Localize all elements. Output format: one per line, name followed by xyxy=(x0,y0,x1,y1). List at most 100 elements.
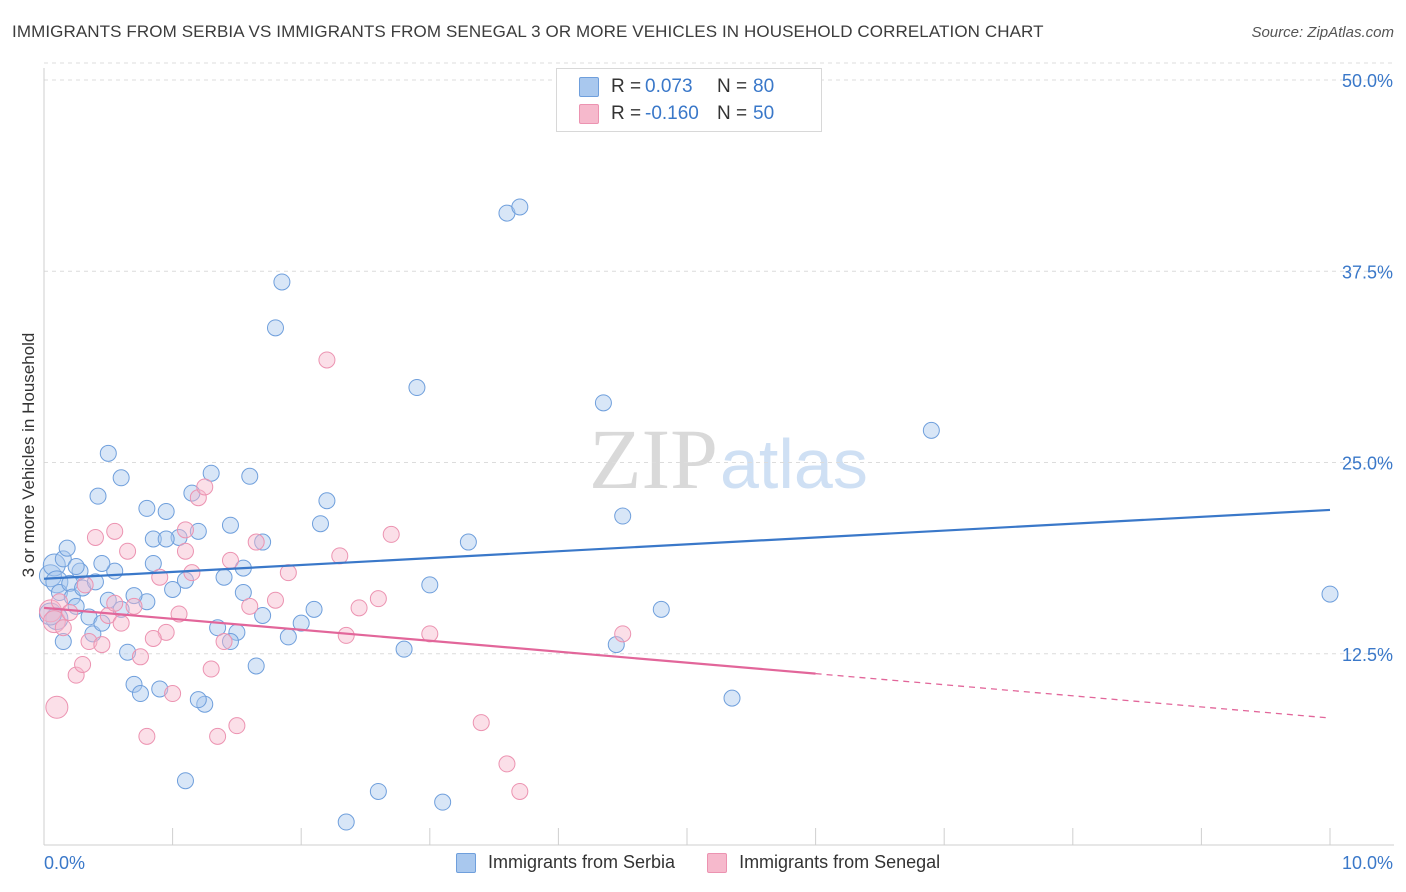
senegal-point xyxy=(382,525,400,543)
watermark-zip: ZIP xyxy=(589,411,718,507)
n-label: N = xyxy=(717,76,748,97)
serbia-point xyxy=(266,319,284,337)
serbia-point xyxy=(311,515,329,533)
senegal-point xyxy=(144,629,162,647)
r-value: 0.073 xyxy=(645,76,693,97)
senegal-point xyxy=(67,666,85,684)
correlation-legend: R = 0.073 N = 80 R = -0.160 N = 50 xyxy=(556,68,822,132)
serbia-point xyxy=(189,691,207,709)
senegal-point xyxy=(45,695,69,719)
serbia-point xyxy=(421,576,439,594)
serbia-point xyxy=(164,580,182,598)
serbia-point xyxy=(254,533,272,551)
senegal-point xyxy=(350,599,368,617)
senegal-point xyxy=(106,594,124,612)
legend-label-serbia: Immigrants from Serbia xyxy=(488,852,676,872)
scatter-points xyxy=(38,198,1339,831)
senegal-point xyxy=(61,603,79,621)
y-tick-label: 37.5% xyxy=(1342,262,1393,282)
senegal-trend-line xyxy=(43,606,816,675)
senegal-swatch xyxy=(707,852,728,873)
serbia-point xyxy=(215,568,233,586)
chart-title: IMMIGRANTS FROM SERBIA VS IMMIGRANTS FRO… xyxy=(12,22,1044,41)
serbia-point xyxy=(157,530,175,548)
senegal-point xyxy=(331,547,349,565)
serbia-point xyxy=(511,198,529,216)
senegal-point xyxy=(247,533,265,551)
series-legend: Immigrants from Serbia Immigrants from S… xyxy=(456,852,972,873)
serbia-point xyxy=(234,584,252,602)
serbia-point xyxy=(151,680,169,698)
senegal-point xyxy=(176,521,194,539)
serbia-point xyxy=(138,499,156,517)
serbia-point xyxy=(607,636,625,654)
serbia-point xyxy=(131,685,149,703)
senegal-point xyxy=(86,528,104,546)
senegal-point xyxy=(266,591,284,609)
serbia-point xyxy=(189,522,207,540)
legend-item-senegal[interactable]: Immigrants from Senegal xyxy=(707,852,940,873)
serbia-point xyxy=(86,573,104,591)
legend-label-senegal: Immigrants from Senegal xyxy=(739,852,941,872)
serbia-point xyxy=(119,643,137,661)
watermark-atlas: atlas xyxy=(720,425,868,503)
n-value: 50 xyxy=(753,103,775,124)
legend-item-serbia[interactable]: Immigrants from Serbia xyxy=(456,852,675,873)
senegal-point xyxy=(472,714,490,732)
senegal-point xyxy=(202,660,220,678)
serbia-point xyxy=(254,607,272,624)
y-tick-label: 50.0% xyxy=(1342,71,1393,91)
serbia-point xyxy=(337,813,355,831)
serbia-point xyxy=(157,502,175,520)
serbia-point xyxy=(594,394,612,412)
serbia-point xyxy=(112,469,130,487)
senegal-point xyxy=(138,727,156,745)
senegal-point xyxy=(614,625,632,643)
source-label: Source: ZipAtlas.com xyxy=(1251,24,1394,41)
senegal-point xyxy=(209,727,227,745)
serbia-point xyxy=(241,467,259,485)
senegal-point xyxy=(421,625,439,643)
serbia-point xyxy=(459,533,477,551)
serbia-point xyxy=(67,558,85,576)
senegal-point xyxy=(196,478,214,496)
senegal-swatch xyxy=(579,104,599,124)
serbia-point xyxy=(221,516,239,534)
senegal-point xyxy=(183,564,201,582)
x-tick-label: 10.0% xyxy=(1342,853,1393,873)
serbia-point xyxy=(54,550,72,568)
trend-lines xyxy=(43,508,1331,719)
r-label: R = xyxy=(611,76,642,97)
serbia-point xyxy=(922,421,940,439)
senegal-point xyxy=(241,597,259,615)
axes xyxy=(43,68,1394,846)
serbia-point xyxy=(279,628,297,646)
y-axis-label: 3 or more Vehicles in Household xyxy=(19,333,38,578)
senegal-point xyxy=(131,648,149,666)
serbia-trend-line xyxy=(43,508,1331,580)
senegal-point xyxy=(337,626,355,644)
serbia-point xyxy=(176,772,194,790)
senegal-point xyxy=(221,551,239,569)
senegal-point xyxy=(106,522,124,540)
senegal-point xyxy=(80,633,98,651)
senegal-point xyxy=(498,755,516,773)
senegal-point xyxy=(228,717,246,735)
senegal-trend-extension xyxy=(815,672,1331,719)
serbia-point xyxy=(125,675,143,693)
senegal-point xyxy=(42,610,66,634)
x-tick-label: 0.0% xyxy=(44,853,85,873)
y-tick-label: 12.5% xyxy=(1342,645,1393,665)
serbia-point xyxy=(273,273,291,291)
tick-labels: 12.5% 25.0% 37.5% 50.0% 0.0% 10.0% xyxy=(44,71,1393,873)
serbia-point xyxy=(54,633,72,651)
serbia-point xyxy=(58,539,76,557)
serbia-point xyxy=(42,553,66,577)
serbia-point xyxy=(221,633,239,651)
serbia-point xyxy=(723,689,741,707)
serbia-point xyxy=(408,379,426,397)
senegal-point xyxy=(112,614,130,632)
r-value: -0.160 xyxy=(645,103,699,124)
senegal-point xyxy=(54,619,72,637)
